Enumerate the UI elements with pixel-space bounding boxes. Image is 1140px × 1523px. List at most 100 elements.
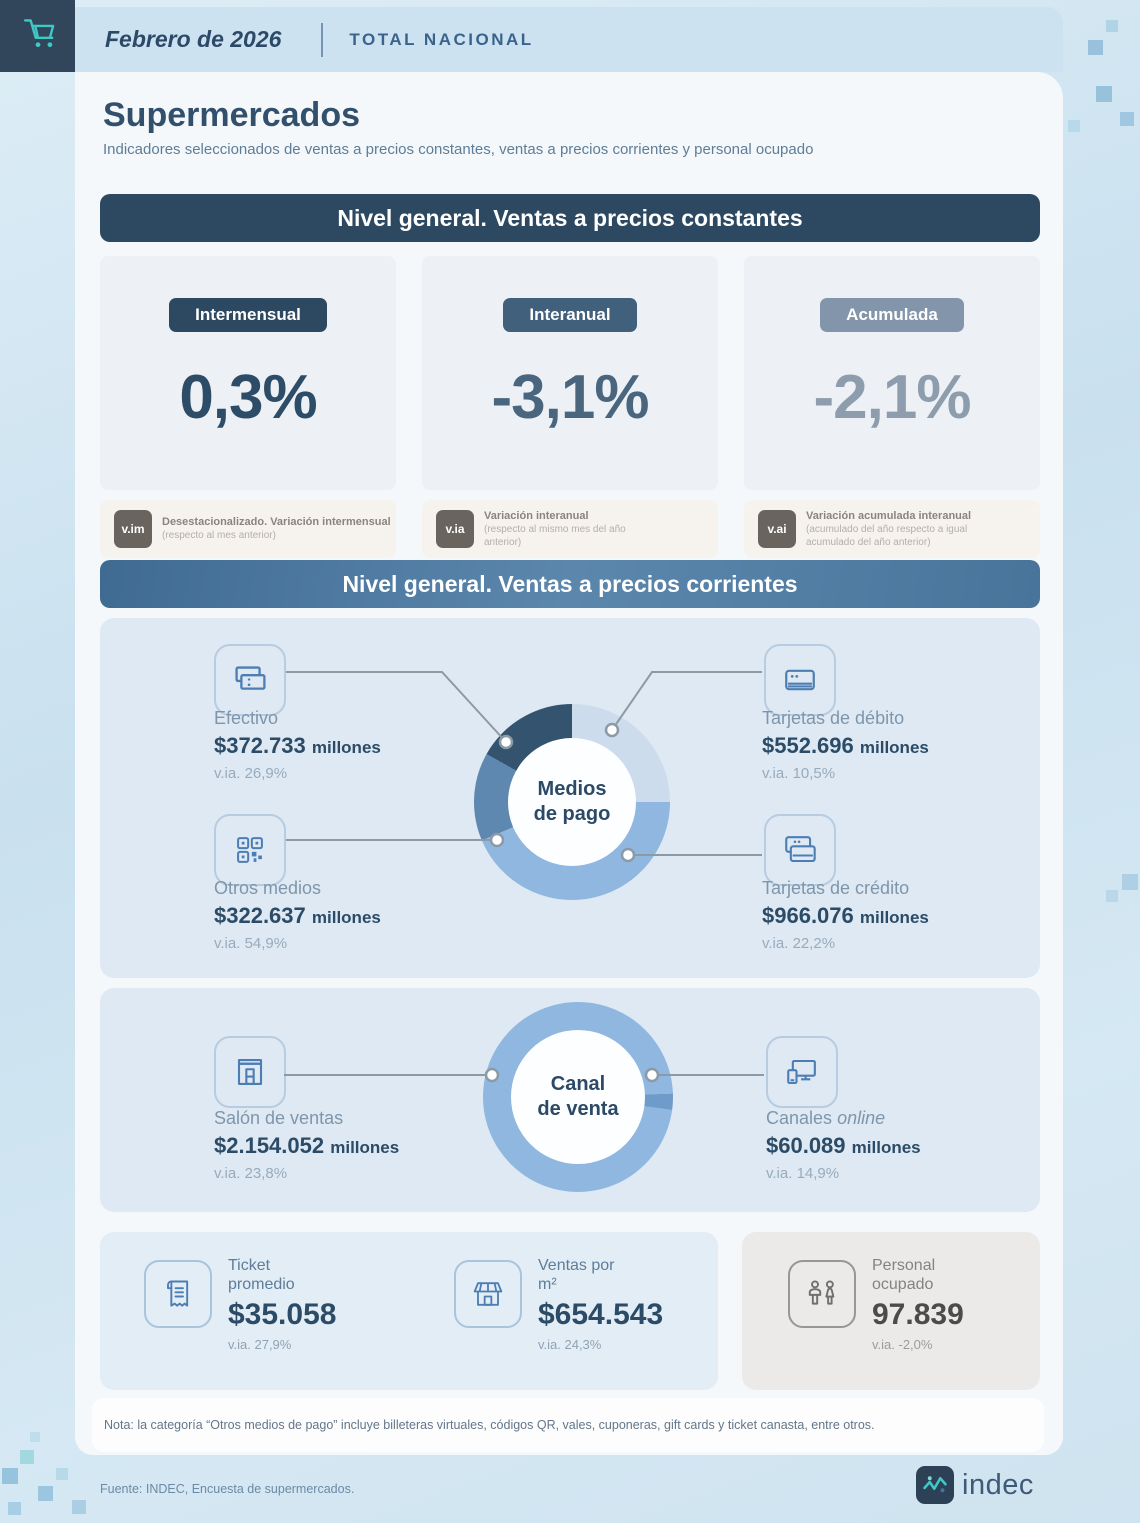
mosaic-decoration — [56, 1468, 68, 1480]
item-unit: millones — [851, 1138, 921, 1157]
medios-item-efectivo: Efectivo $372.733 millones v.ia. 26,9% — [214, 708, 454, 782]
top-bar: Febrero de 2026 TOTAL NACIONAL — [75, 7, 1063, 72]
shopping-cart-icon — [23, 19, 54, 48]
donut-center-label: Canal de venta — [537, 1073, 619, 1120]
item-label: Otros medios — [214, 878, 322, 898]
item-value: $966.076 — [762, 903, 854, 928]
mosaic-decoration — [72, 1500, 86, 1514]
online-monitor-icon — [787, 1059, 816, 1085]
ventas-m2-icon-box — [454, 1260, 522, 1328]
footnote-bold: Variación acumulada interanual — [806, 509, 972, 522]
item-value: $2.154.052 — [214, 1133, 325, 1158]
cart-logo-tile — [0, 0, 75, 72]
item-label-italic: online — [837, 1108, 886, 1128]
via-tag: v.ia — [436, 510, 474, 548]
online-icon-box — [766, 1036, 838, 1108]
page-title: Supermercados — [103, 96, 360, 134]
cash-icon-box — [214, 644, 286, 716]
item-unit: millones — [330, 1138, 400, 1157]
mosaic-decoration — [1096, 86, 1112, 102]
item-via: v.ia. 23,8% — [214, 1165, 288, 1182]
item-value: $60.089 — [766, 1133, 846, 1158]
store-icon-box — [214, 1036, 286, 1108]
item-unit: millones — [859, 738, 929, 757]
storefront-icon — [237, 1059, 263, 1085]
item-unit: millones — [859, 908, 929, 927]
kpi-value: $35.058 — [228, 1298, 337, 1331]
kpi-via: v.ia. 27,9% — [228, 1337, 292, 1352]
footnote-bold: Variación interanual — [484, 509, 589, 522]
mosaic-decoration — [8, 1502, 21, 1515]
item-unit: millones — [311, 908, 381, 927]
note-card: Nota: la categoría “Otros medios de pago… — [92, 1398, 1044, 1452]
qr-code-icon — [237, 837, 263, 863]
medios-item-otros: Otros medios $322.637 millones v.ia. 54,… — [214, 878, 454, 952]
note-text: Nota: la categoría “Otros medios de pago… — [104, 1418, 875, 1432]
canal-item-salon: Salón de ventas $2.154.052 millones v.ia… — [214, 1108, 454, 1182]
indec-pulse-icon — [923, 1476, 947, 1493]
footnote-card-via: v.ia Variación interanual (respecto al m… — [422, 500, 718, 558]
badge-acumulada: Acumulada — [820, 298, 964, 332]
footnote-card-vim: v.im Desestacionalizado. Variación inter… — [100, 500, 396, 558]
coverage-label: TOTAL NACIONAL — [349, 29, 534, 49]
item-via: v.ia. 26,9% — [214, 765, 288, 782]
footnote-light: (respecto al mes anterior) — [162, 530, 276, 541]
kpi-via: v.ia. -2,0% — [872, 1337, 933, 1352]
debit-card-icon-box — [764, 644, 836, 716]
item-label: Tarjetas de débito — [762, 708, 905, 728]
indec-logo-mark — [916, 1466, 954, 1504]
header-divider — [321, 22, 324, 57]
canal-item-online: Canales online $60.089 millones v.ia. 14… — [766, 1108, 1006, 1182]
mosaic-decoration — [1068, 120, 1080, 132]
mosaic-decoration — [1088, 40, 1103, 55]
item-value: $372.733 — [214, 733, 306, 758]
vim-tag: v.im — [114, 510, 152, 548]
source-text: Fuente: INDEC, Encuesta de supermercados… — [100, 1482, 355, 1496]
footnote-bold: Desestacionalizado. Variación intermensu… — [162, 516, 391, 528]
kpi-label: Ticket promedio — [228, 1257, 295, 1293]
cash-icon — [235, 666, 266, 690]
receipt-icon — [167, 1280, 189, 1307]
item-value: $552.696 — [762, 733, 854, 758]
mosaic-decoration — [30, 1432, 40, 1442]
value-intermensual: 0,3% — [179, 363, 317, 432]
kpi-ventas-m2: Ventas por m² $654.543 v.ia. 24,3% — [538, 1256, 688, 1352]
value-acumulada: -2,1% — [813, 363, 972, 432]
indicator-card-intermensual: Intermensual 0,3% — [100, 256, 396, 490]
kpi-label: Ventas por m² — [538, 1257, 615, 1293]
mosaic-decoration — [1106, 890, 1118, 902]
item-label: Canales — [766, 1108, 833, 1128]
footnote-light: (acumulado del año respecto a igual acum… — [806, 523, 968, 548]
report-date: Febrero de 2026 — [105, 26, 282, 52]
people-icon — [808, 1280, 835, 1305]
kpi-card-blue — [100, 1232, 718, 1390]
badge-intermensual: Intermensual — [169, 298, 327, 332]
personal-icon-box — [788, 1260, 856, 1328]
item-value: $322.637 — [214, 903, 306, 928]
debit-card-icon — [785, 669, 815, 691]
page-subtitle: Indicadores seleccionados de ventas a pr… — [103, 141, 814, 158]
kpi-via: v.ia. 24,3% — [538, 1337, 602, 1352]
kpi-ticket: Ticket promedio $35.058 v.ia. 27,9% — [228, 1256, 378, 1352]
mosaic-decoration — [1120, 112, 1134, 126]
value-interanual: -3,1% — [491, 363, 650, 432]
footnote-light: (respecto al mismo mes del año anterior) — [484, 523, 626, 548]
indec-logo-text: indec — [962, 1468, 1034, 1501]
badge-interanual: Interanual — [503, 298, 637, 332]
medios-item-debito: Tarjetas de débito $552.696 millones v.i… — [762, 708, 1002, 782]
mosaic-decoration — [1122, 874, 1138, 890]
item-label: Salón de ventas — [214, 1108, 344, 1128]
kpi-label: Personal ocupado — [872, 1257, 936, 1293]
ticket-icon-box — [144, 1260, 212, 1328]
donut-hole — [508, 738, 636, 866]
mosaic-decoration — [20, 1450, 34, 1464]
mosaic-decoration — [1106, 20, 1118, 32]
indicator-card-acumulada: Acumulada -2,1% — [744, 256, 1040, 490]
kpi-value: $654.543 — [538, 1298, 664, 1331]
credit-card-icon-box — [764, 814, 836, 886]
footnote-card-vai: v.ai Variación acumulada interanual (acu… — [744, 500, 1040, 558]
credit-card-icon — [785, 836, 816, 863]
canal-de-venta-donut-chart: Canal de venta — [483, 1002, 673, 1192]
kpi-personal: Personal ocupado 97.839 v.ia. -2,0% — [872, 1256, 1022, 1352]
